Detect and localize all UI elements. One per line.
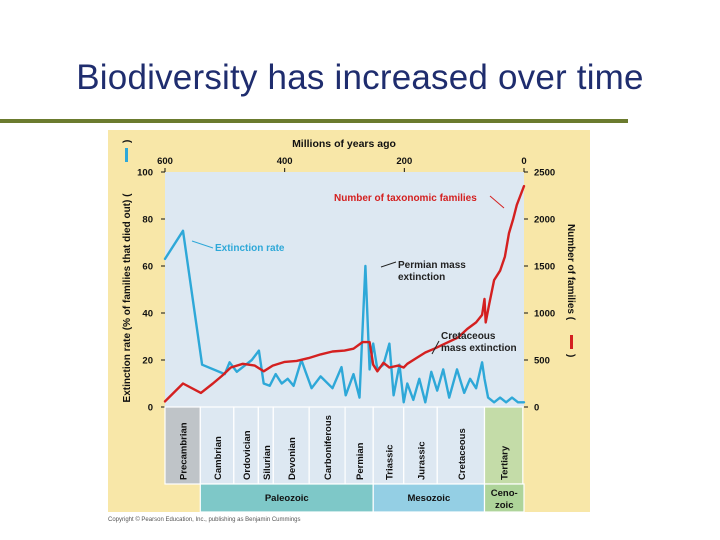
left-tick-label-5: 100: [137, 168, 153, 179]
annotations: Extinction rate Number of taxonomic fami…: [191, 193, 517, 355]
top-tick-label-2: 200: [396, 156, 412, 167]
families-label: Number of taxonomic families: [334, 193, 477, 204]
era-label-0: Paleozoic: [265, 493, 309, 504]
era-label-2-line2: zoic: [495, 500, 513, 511]
right-tick-label-4: 2000: [534, 215, 555, 226]
era-band-1: [372, 483, 486, 512]
top-axis-title: Millions of years ago: [292, 138, 396, 150]
period-band-devonian: [272, 406, 310, 485]
families-count-line: [163, 184, 526, 403]
era-label-2: Ceno-: [491, 488, 518, 499]
right-axis-title: Number of families (: [565, 224, 576, 321]
right-tick-label-0: 0: [534, 403, 539, 414]
left-axis-title: Extinction rate (% of families that died…: [122, 193, 133, 403]
right-tick-label-3: 1500: [534, 262, 555, 273]
title-divider: [0, 119, 628, 123]
families-pointer: [489, 195, 505, 209]
left-tick-label-3: 60: [142, 262, 153, 273]
series-layer: [163, 184, 526, 404]
permian-label-line2: extinction: [398, 272, 445, 283]
top-tick-label-3: 0: [521, 156, 526, 167]
right-tick-label-1: 500: [534, 356, 550, 367]
period-label-silurian: Silurian: [262, 445, 273, 480]
right-axis-ticks: 0 500 1000 1500 2000 2500: [524, 168, 555, 414]
period-label-permian: Permian: [355, 442, 366, 480]
extinction-biodiversity-chart: Millions of years ago 600 400 200 0 0204060…: [108, 130, 590, 512]
era-band-2: [483, 483, 525, 512]
period-label-cretaceous: Cretaceous: [457, 428, 468, 480]
slide-title: Biodiversity has increased over time: [76, 58, 644, 97]
right-tick-label-2: 1000: [534, 309, 555, 320]
right-axis-title-close: ): [565, 354, 576, 357]
period-label-cambrian: Cambrian: [213, 436, 224, 480]
period-band-cambrian: [199, 406, 235, 485]
left-axis-title-close: ): [122, 140, 133, 143]
period-band-precambrian: [164, 406, 201, 485]
cretaceous-pointer: [431, 340, 440, 355]
extinction-rate-line: [163, 229, 526, 404]
permian-label-line1: Permian mass: [398, 260, 466, 271]
top-axis-ticks: 600 400 200 0: [157, 156, 527, 172]
top-tick-label-0: 600: [157, 156, 173, 167]
period-label-tertiary: Tertiary: [500, 445, 511, 480]
geologic-eras: Paleozoic Mesozoic Ceno-zoic: [199, 483, 525, 512]
geologic-periods: Precambrian Cambrian Ordovician Silurian Dev…: [164, 406, 524, 485]
extinction-rate-label: Extinction rate: [215, 243, 285, 254]
right-tick-label-5: 2500: [534, 168, 555, 179]
period-label-precambrian: Precambrian: [179, 422, 190, 480]
left-tick-label-0: 0: [148, 403, 153, 414]
right-axis-title-group: Number of families ( ): [565, 224, 576, 357]
plot-area: [165, 172, 524, 407]
left-tick-label-1: 20: [142, 356, 153, 367]
top-tick-label-1: 400: [277, 156, 293, 167]
cretaceous-label-line2: mass extinction: [441, 343, 517, 354]
period-label-triassic: Triassic: [384, 445, 395, 480]
era-label-1: Mesozoic: [407, 493, 450, 504]
period-label-ordovician: Ordovician: [242, 430, 253, 480]
period-label-jurassic: Jurassic: [416, 441, 427, 480]
cretaceous-label-line1: Cretaceous: [441, 331, 496, 342]
left-tick-label-4: 80: [142, 215, 153, 226]
extinction-rate-pointer: [191, 240, 214, 249]
left-axis-ticks: 0 20 40 60 80 100: [137, 168, 165, 414]
permian-pointer: [380, 261, 397, 268]
left-tick-label-2: 40: [142, 309, 153, 320]
left-axis-title-group: Extinction rate (% of families that died…: [122, 140, 133, 403]
copyright-notice: Copyright © Pearson Education, Inc., pub…: [108, 517, 301, 523]
era-band-0: [199, 483, 374, 512]
period-band-carboniferous: [308, 406, 346, 485]
period-label-devonian: Devonian: [287, 437, 298, 480]
period-label-carboniferous: Carboniferous: [323, 415, 334, 480]
